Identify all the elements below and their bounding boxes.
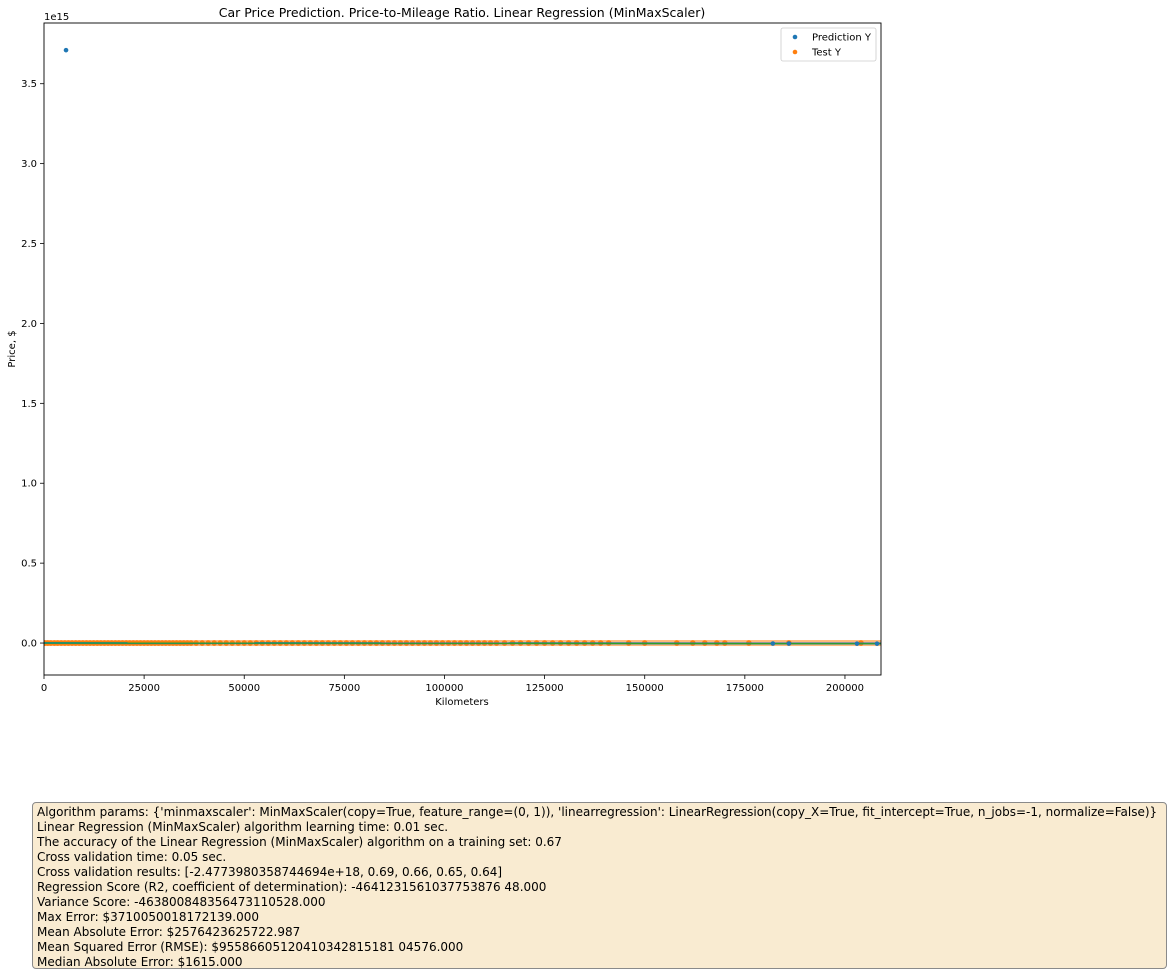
- prediction-y-point: [854, 641, 860, 646]
- results-box: Algorithm params: {'minmaxscaler': MinMa…: [32, 802, 1167, 969]
- x-tick-label: 75000: [328, 683, 360, 694]
- x-tick-label: 175000: [726, 683, 764, 694]
- x-axis-label: Kilometers: [435, 697, 489, 708]
- prediction-y-point: [874, 641, 880, 646]
- max-error-text: Max Error: $3710050018172139.000: [37, 910, 260, 924]
- y-axis-offset-label: 1e15: [44, 12, 69, 23]
- trend-line: [44, 642, 881, 645]
- y-tick-label: 1.0: [21, 479, 37, 490]
- axes-frame: [43, 22, 882, 676]
- y-tick-label: 3.5: [21, 79, 37, 90]
- x-tick-label: 150000: [626, 683, 664, 694]
- learning-time-text: Linear Regression (MinMaxScaler) algorit…: [37, 820, 449, 834]
- training-accuracy-text: The accuracy of the Linear Regression (M…: [37, 835, 562, 849]
- y-tick-label: 2.5: [21, 239, 37, 250]
- legend-marker: [792, 49, 798, 55]
- y-tick-label: 0.5: [21, 559, 37, 570]
- scatter-chart: 0 25000 50000 75000 100000 125000 150000 175000…: [7, 5, 882, 708]
- median-absolute-error-text: Median Absolute Error: $1615.000: [37, 955, 243, 969]
- y-tick-label: 1.5: [21, 399, 37, 410]
- prediction-y-point: [770, 641, 776, 646]
- cross-validation-results-text: Cross validation results: [-2.4773980358…: [37, 865, 503, 879]
- y-tick-label: 0.0: [21, 639, 37, 650]
- legend: Prediction Y Test Y: [780, 27, 877, 62]
- x-tick-label: 50000: [228, 683, 260, 694]
- chart-title: Car Price Prediction. Price-to-Mileage R…: [219, 5, 706, 20]
- plot-content: [44, 47, 881, 647]
- mean-absolute-error-text: Mean Absolute Error: $2576423625722.987: [37, 925, 301, 939]
- x-tick-label: 200000: [826, 683, 864, 694]
- prediction-y-point: [786, 641, 792, 646]
- variance-score-text: Variance Score: -463800848356473110528.0…: [37, 895, 326, 909]
- algorithm-params-text: Algorithm params: {'minmaxscaler': MinMa…: [37, 805, 1158, 819]
- regression-score-text: Regression Score (R2, coefficient of det…: [37, 880, 547, 894]
- y-tick-label: 3.0: [21, 159, 37, 170]
- legend-frame: [780, 27, 877, 62]
- legend-marker: [792, 34, 798, 40]
- x-tick-label: 125000: [526, 683, 564, 694]
- cross-validation-time-text: Cross validation time: 0.05 sec.: [37, 850, 227, 864]
- prediction-y-point: [63, 47, 69, 53]
- x-tick-label: 100000: [425, 683, 463, 694]
- x-tick-label: 0: [41, 683, 47, 694]
- legend-label: Prediction Y: [812, 33, 872, 44]
- y-axis-label: Price, $: [7, 330, 18, 367]
- plot-area: 0 25000 50000 75000 100000 125000 150000 175000…: [21, 22, 882, 694]
- x-tick-label: 25000: [128, 683, 160, 694]
- y-tick-label: 2.0: [21, 319, 37, 330]
- legend-label: Test Y: [811, 48, 842, 59]
- mean-squared-error-text: Mean Squared Error (RMSE): $955866051204…: [37, 940, 464, 954]
